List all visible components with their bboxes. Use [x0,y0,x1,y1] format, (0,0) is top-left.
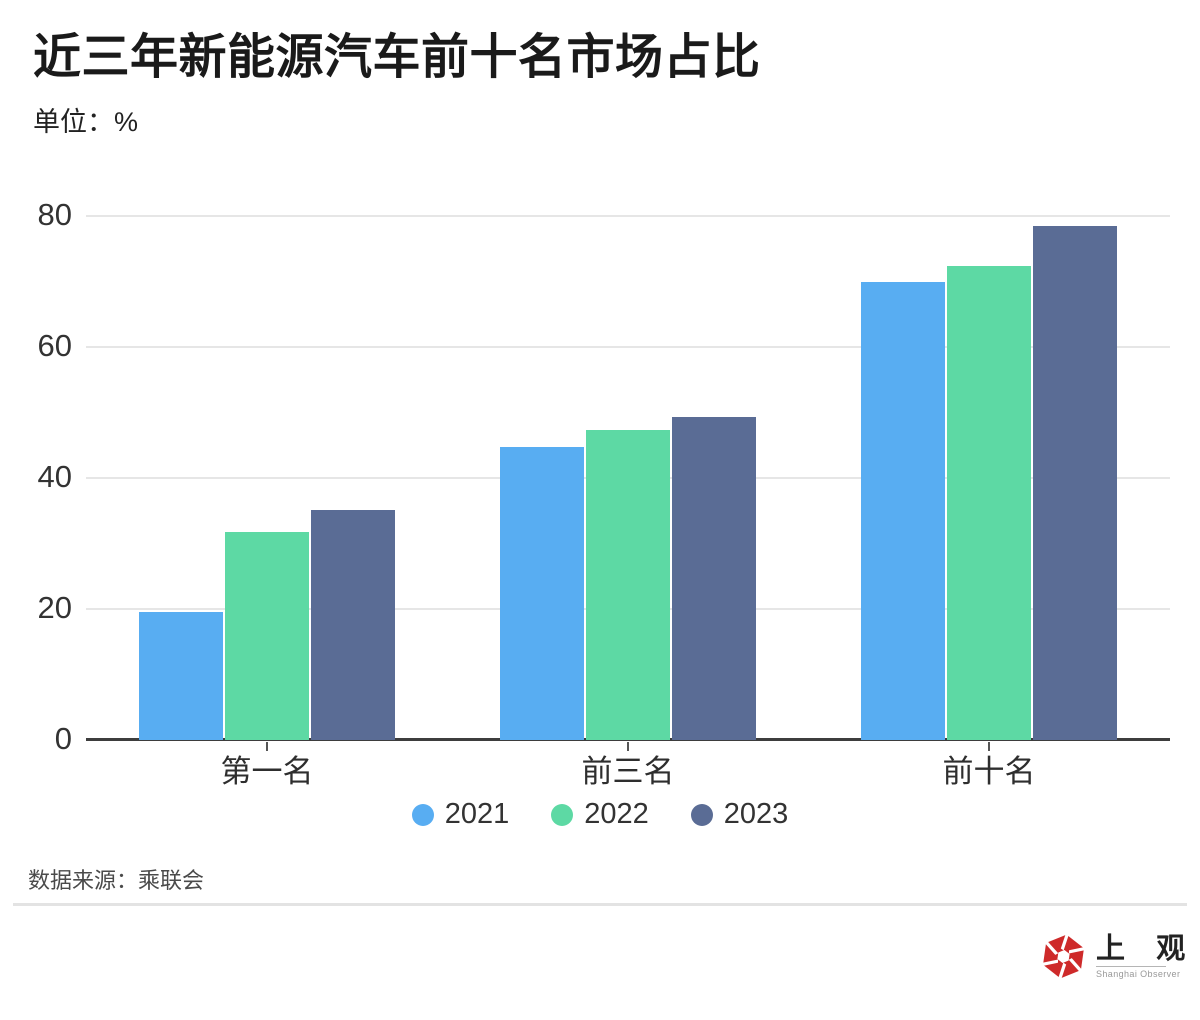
legend-dot-2021 [411,803,434,826]
shanghai-observer-logo: 上 观 Shanghai Observer [1040,933,1197,980]
gridline-y-80 [86,215,1170,217]
legend-label-2023: 2023 [723,798,789,830]
logo-text-block: 上 观 Shanghai Observer [1096,934,1197,980]
x-label-2: 前三名 [581,754,675,789]
footer-divider [13,903,1187,906]
data-source-label: 数据来源：乘联会 [28,868,205,893]
x-tick-2 [627,742,629,751]
x-label-3: 前十名 [942,754,1036,789]
legend-item-2021: 2021 [411,798,510,831]
y-tick-label-0: 0 [54,721,72,756]
bar-2022-前十名 [947,265,1031,740]
legend-item-2022: 2022 [551,798,649,831]
bar-group-1 [139,216,395,740]
y-tick-label-20: 20 [37,590,72,625]
logo-separator-line [1096,965,1166,967]
x-tick-3 [988,742,990,751]
legend-item-2023: 2023 [690,798,789,831]
logo-en-name: Shanghai Observer [1096,968,1181,979]
y-tick-label-80: 80 [37,197,72,232]
bar-2021-前十名 [861,282,945,740]
bar-2022-前三名 [586,430,670,740]
page-title: 近三年新能源汽车前十名市场占比 [33,31,761,84]
logo-cn-name: 上 观 [1096,932,1198,965]
legend-label-2021: 2021 [444,798,510,830]
bar-2023-前三名 [672,417,756,740]
bar-group-3 [861,216,1117,740]
bar-2023-前十名 [1033,226,1117,740]
x-tick-1 [266,742,268,751]
x-label-1: 第一名 [220,754,314,789]
aperture-hexagon-icon [1041,933,1086,980]
y-tick-label-40: 40 [37,459,72,494]
bar-2021-第一名 [139,612,223,740]
unit-label: 单位：% [33,107,139,137]
bar-2023-第一名 [311,510,395,740]
chart-legend: 2021 2022 2023 [0,798,1200,831]
legend-dot-2022 [551,803,574,826]
gridline-y-60 [86,346,1170,348]
bar-2022-第一名 [225,531,309,740]
legend-label-2022: 2022 [584,798,649,830]
legend-dot-2023 [690,803,713,826]
bar-group-2 [500,216,756,740]
y-tick-label-60: 60 [37,328,72,363]
bar-2021-前三名 [500,446,584,740]
plot-area: 0 20 40 60 80 第一名 前三名 前十名 [38,197,1170,789]
